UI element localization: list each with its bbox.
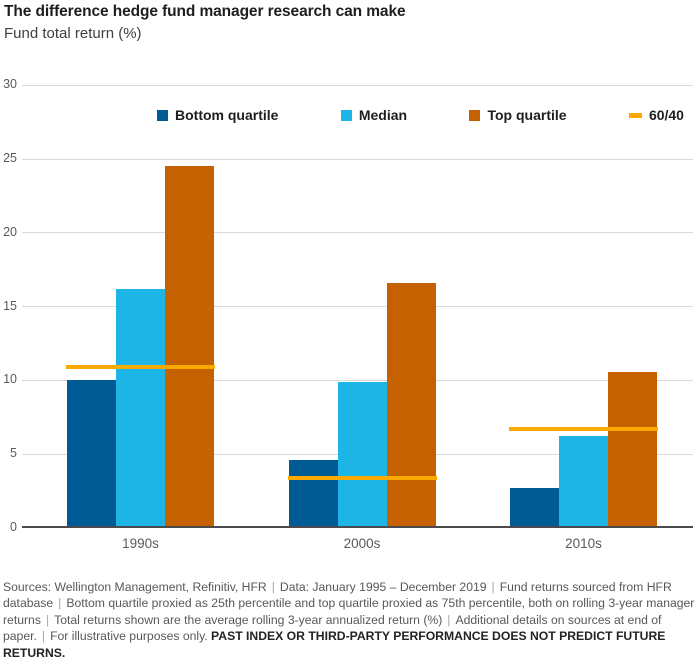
bar-top-quartile-2000s bbox=[386, 282, 436, 528]
legend-dash-icon bbox=[628, 112, 642, 118]
y-tick-label-5: 5 bbox=[10, 446, 17, 461]
bar-median-1990s bbox=[116, 288, 165, 528]
legend-square-icon bbox=[157, 109, 168, 121]
bar-bottom-quartile-2010s bbox=[510, 488, 559, 528]
x-axis-label-2000s: 2000s bbox=[343, 536, 381, 551]
benchmark-line-60-40-1990s bbox=[66, 365, 215, 370]
footnote-separator: | bbox=[58, 596, 62, 611]
gridline-25 bbox=[22, 158, 693, 160]
footnote-separator: | bbox=[491, 580, 495, 594]
footnote-separator: | bbox=[271, 580, 275, 594]
footnote-segment-6: Additional details on sources at end of … bbox=[3, 612, 662, 644]
legend-item-top-quartile: Top quartile bbox=[469, 107, 567, 123]
bar-bottom-quartile-2000s bbox=[288, 460, 338, 528]
footnote-segment-3: Fund returns sourced from HFR database bbox=[3, 580, 672, 611]
x-axis-line bbox=[22, 526, 693, 528]
y-tick-label-10: 10 bbox=[3, 372, 17, 387]
bar-top-quartile-2010s bbox=[608, 371, 657, 528]
footnote-separator: | bbox=[41, 629, 46, 644]
legend-item-median: Median bbox=[340, 107, 408, 123]
gridline-30 bbox=[22, 84, 693, 86]
footnote: Sources: Wellington Management, Refiniti… bbox=[3, 579, 698, 661]
bar-top-quartile-1990s bbox=[165, 166, 214, 528]
footnote-segment-4: Bottom quartile proxied as 25th percenti… bbox=[3, 596, 695, 627]
legend-item-bottom-quartile: Bottom quartile bbox=[157, 107, 278, 123]
gridline-20 bbox=[22, 232, 693, 234]
footnote-disclaimer: PAST INDEX OR THIRD-PARTY PERFORMANCE DO… bbox=[3, 629, 666, 660]
benchmark-line-60-40-2010s bbox=[509, 427, 658, 432]
bar-median-2000s bbox=[337, 381, 387, 528]
legend-square-icon bbox=[340, 109, 352, 121]
chart-title: The difference hedge fund manager resear… bbox=[4, 3, 406, 20]
footnote-segment-7: For illustrative purposes only. bbox=[50, 629, 208, 644]
bar-bottom-quartile-1990s bbox=[67, 380, 116, 528]
legend-item-60-40: 60/40 bbox=[628, 107, 684, 123]
gridline-10 bbox=[22, 379, 693, 381]
legend-label-top-quartile: Top quartile bbox=[487, 107, 567, 123]
y-tick-label-25: 25 bbox=[3, 151, 17, 165]
benchmark-line-60-40-2000s bbox=[287, 475, 437, 480]
y-tick-label-15: 15 bbox=[3, 298, 17, 313]
chart-subtitle: Fund total return (%) bbox=[4, 25, 142, 42]
x-axis-label-2010s: 2010s bbox=[565, 536, 602, 551]
footnote-segment-5: Total returns shown are the average roll… bbox=[54, 612, 443, 627]
x-axis-label-1990s: 1990s bbox=[122, 536, 159, 551]
y-tick-label-20: 20 bbox=[3, 224, 17, 239]
y-tick-label-30: 30 bbox=[3, 77, 17, 92]
legend-label-60-40: 60/40 bbox=[648, 107, 684, 123]
footnote-segment-2: Data: January 1995 – December 2019 bbox=[279, 580, 487, 594]
y-tick-label-0: 0 bbox=[10, 520, 17, 534]
bar-median-2010s bbox=[559, 436, 608, 528]
footnote-separator: | bbox=[45, 612, 50, 627]
footnote-segment-1: Sources: Wellington Management, Refiniti… bbox=[3, 580, 267, 594]
legend: Bottom quartile Median Top quartile 60/40 bbox=[157, 107, 684, 123]
legend-label-bottom-quartile: Bottom quartile bbox=[175, 107, 279, 123]
legend-label-median: Median bbox=[358, 107, 408, 123]
gridline-15 bbox=[22, 306, 693, 308]
legend-square-icon bbox=[469, 109, 481, 121]
footnote-separator: | bbox=[447, 612, 451, 627]
